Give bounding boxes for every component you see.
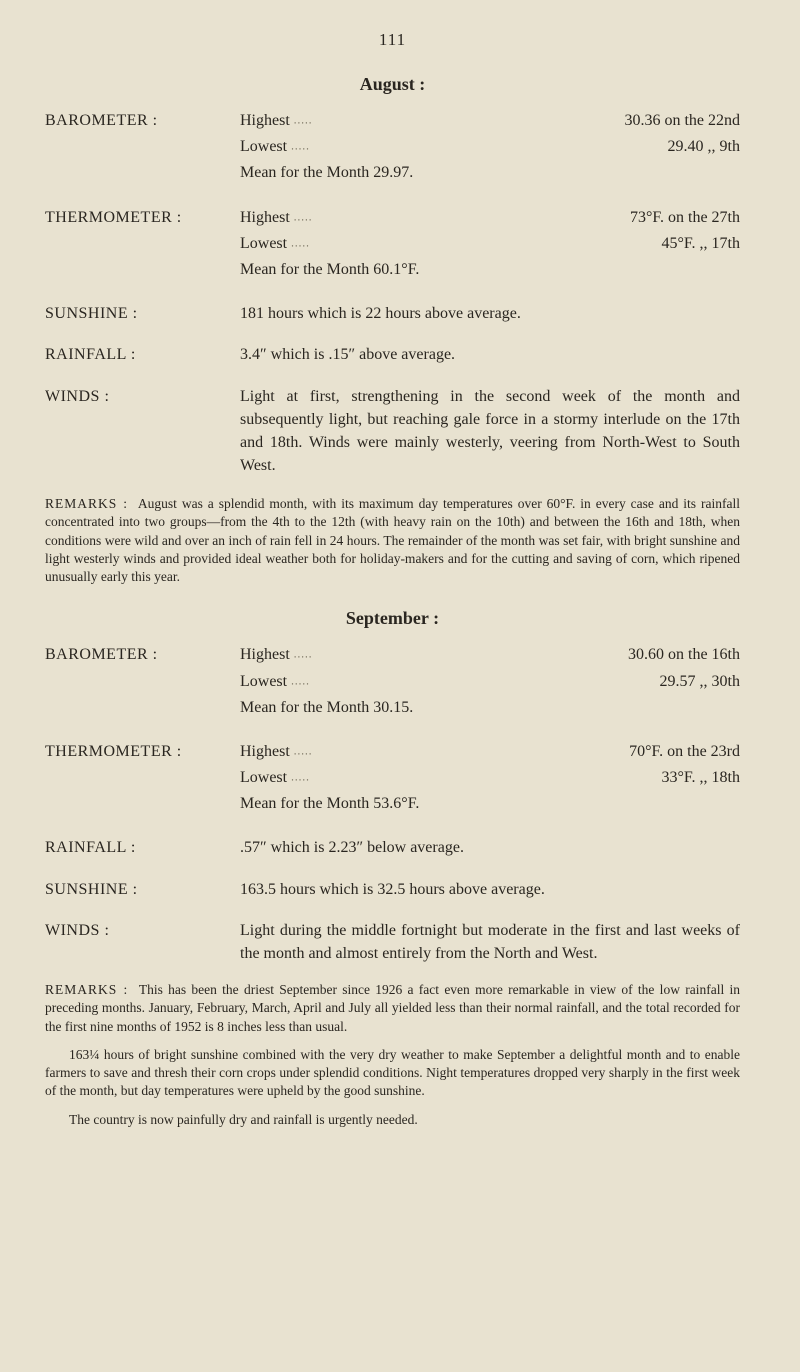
highest-label: Highest ..... (240, 643, 540, 666)
august-remarks: REMARKS : August was a splendid month, w… (45, 495, 740, 586)
september-remarks: REMARKS : This has been the driest Septe… (45, 981, 740, 1129)
remarks-label: REMARKS : (45, 982, 128, 997)
august-rainfall-row: RAINFALL : 3.4″ which is .15″ above aver… (45, 343, 740, 366)
lowest-label: Lowest ..... (240, 232, 540, 255)
highest-value: 73°F. on the 27th (540, 206, 740, 229)
winds-label: WINDS : (45, 919, 240, 965)
thermometer-label: THERMOMETER : (45, 206, 240, 285)
september-thermometer-row: THERMOMETER : Highest ..... 70°F. on the… (45, 740, 740, 819)
august-barometer-row: BAROMETER : Highest ..... 30.36 on the 2… (45, 109, 740, 188)
august-thermometer-row: THERMOMETER : Highest ..... 73°F. on the… (45, 206, 740, 285)
remarks-label: REMARKS : (45, 496, 128, 511)
september-rainfall-row: RAINFALL : .57″ which is 2.23″ below ave… (45, 836, 740, 859)
mean-line: Mean for the Month 53.6°F. (240, 792, 740, 815)
highest-value: 70°F. on the 23rd (540, 740, 740, 763)
thermometer-label: THERMOMETER : (45, 740, 240, 819)
remarks-text: August was a splendid month, with its ma… (45, 496, 740, 584)
mean-line: Mean for the Month 60.1°F. (240, 258, 740, 281)
lowest-value: 29.40 ,, 9th (540, 135, 740, 158)
page-number: 111 (45, 30, 740, 50)
sunshine-label: SUNSHINE : (45, 878, 240, 901)
september-sunshine-row: SUNSHINE : 163.5 hours which is 32.5 hou… (45, 878, 740, 901)
winds-text: Light at first, strengthening in the sec… (240, 385, 740, 478)
highest-label: Highest ..... (240, 740, 540, 763)
barometer-label: BAROMETER : (45, 109, 240, 188)
rainfall-label: RAINFALL : (45, 343, 240, 366)
sunshine-text: 181 hours which is 22 hours above averag… (240, 302, 740, 325)
sunshine-text: 163.5 hours which is 32.5 hours above av… (240, 878, 740, 901)
remarks-p2: 163¼ hours of bright sunshine combined w… (45, 1046, 740, 1101)
august-heading: August : (45, 74, 740, 95)
lowest-label: Lowest ..... (240, 670, 540, 693)
mean-line: Mean for the Month 29.97. (240, 161, 740, 184)
highest-value: 30.36 on the 22nd (540, 109, 740, 132)
rainfall-label: RAINFALL : (45, 836, 240, 859)
remarks-p3: The country is now painfully dry and rai… (45, 1111, 740, 1129)
september-winds-row: WINDS : Light during the middle fortnigh… (45, 919, 740, 965)
thermometer-body: Highest ..... 70°F. on the 23rd Lowest .… (240, 740, 740, 819)
september-heading: September : (45, 608, 740, 629)
august-winds-row: WINDS : Light at first, strengthening in… (45, 385, 740, 478)
lowest-value: 33°F. ,, 18th (540, 766, 740, 789)
rainfall-text: .57″ which is 2.23″ below average. (240, 836, 740, 859)
barometer-body: Highest ..... 30.36 on the 22nd Lowest .… (240, 109, 740, 188)
winds-text: Light during the middle fortnight but mo… (240, 919, 740, 965)
highest-label: Highest ..... (240, 206, 540, 229)
sunshine-label: SUNSHINE : (45, 302, 240, 325)
september-barometer-row: BAROMETER : Highest ..... 30.60 on the 1… (45, 643, 740, 722)
lowest-label: Lowest ..... (240, 766, 540, 789)
barometer-body: Highest ..... 30.60 on the 16th Lowest .… (240, 643, 740, 722)
mean-line: Mean for the Month 30.15. (240, 696, 740, 719)
lowest-value: 45°F. ,, 17th (540, 232, 740, 255)
lowest-label: Lowest ..... (240, 135, 540, 158)
barometer-label: BAROMETER : (45, 643, 240, 722)
rainfall-text: 3.4″ which is .15″ above average. (240, 343, 740, 366)
highest-label: Highest ..... (240, 109, 540, 132)
winds-label: WINDS : (45, 385, 240, 478)
highest-value: 30.60 on the 16th (540, 643, 740, 666)
thermometer-body: Highest ..... 73°F. on the 27th Lowest .… (240, 206, 740, 285)
remarks-p1: This has been the driest September since… (45, 982, 740, 1033)
lowest-value: 29.57 ,, 30th (540, 670, 740, 693)
august-sunshine-row: SUNSHINE : 181 hours which is 22 hours a… (45, 302, 740, 325)
